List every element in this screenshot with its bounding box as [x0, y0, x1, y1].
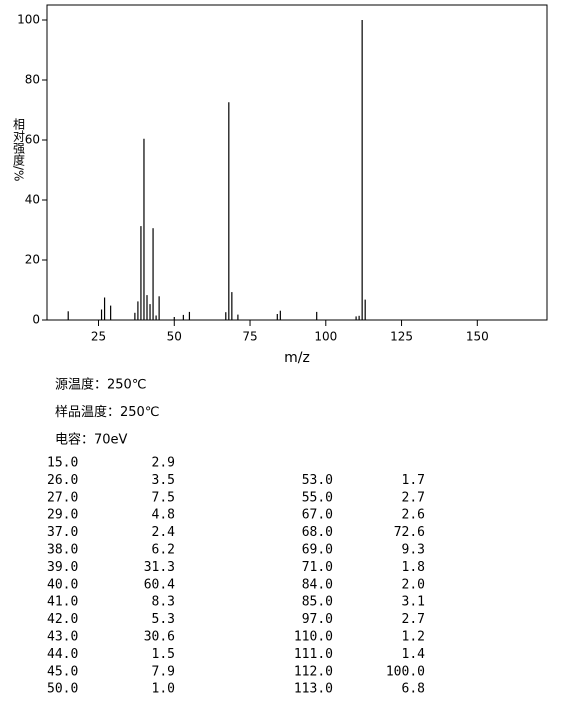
mass: 55.0 [302, 490, 333, 505]
mass: 45.0 [47, 664, 78, 679]
x-tick-label: 150 [466, 330, 489, 344]
intensity: 1.4 [402, 647, 426, 662]
mass: 111.0 [294, 647, 333, 662]
mass: 27.0 [47, 490, 78, 505]
mass: 15.0 [47, 456, 78, 471]
intensity: 2.7 [402, 612, 425, 627]
intensity: 6.2 [152, 543, 175, 558]
intensity: 7.5 [152, 490, 175, 505]
y-tick-label: 20 [25, 253, 40, 267]
mass: 97.0 [302, 612, 333, 627]
intensity: 8.3 [152, 595, 175, 610]
mass: 68.0 [302, 525, 333, 540]
intensity: 6.8 [402, 682, 425, 697]
y-tick-label: 80 [25, 73, 40, 87]
intensity: 9.3 [402, 543, 425, 558]
condition: 电容：70eV [55, 432, 128, 448]
mass: 42.0 [47, 612, 78, 627]
intensity: 4.8 [152, 508, 175, 523]
intensity: 1.0 [152, 682, 175, 697]
intensity: 3.1 [402, 595, 425, 610]
mass: 69.0 [302, 543, 333, 558]
intensity: 100.0 [386, 664, 425, 679]
x-tick-label: 75 [242, 330, 257, 344]
x-axis-label: m/z [284, 350, 310, 366]
mass: 29.0 [47, 508, 78, 523]
mass: 84.0 [302, 577, 333, 592]
condition: 样品温度：250℃ [55, 404, 159, 420]
mass: 53.0 [302, 473, 333, 488]
y-tick-label: 0 [32, 313, 40, 327]
intensity: 31.3 [144, 560, 175, 575]
intensity: 1.8 [402, 560, 425, 575]
mass: 38.0 [47, 543, 78, 558]
intensity: 3.5 [152, 473, 175, 488]
intensity: 60.4 [144, 577, 175, 592]
mass: 113.0 [294, 682, 333, 697]
mass: 85.0 [302, 595, 333, 610]
intensity: 1.2 [402, 630, 425, 645]
mass: 67.0 [302, 508, 333, 523]
mass: 44.0 [47, 647, 78, 662]
intensity: 2.4 [152, 525, 176, 540]
mass: 43.0 [47, 630, 78, 645]
y-tick-label: 40 [25, 193, 40, 207]
x-tick-label: 25 [91, 330, 106, 344]
mass: 41.0 [47, 595, 78, 610]
intensity: 2.9 [152, 456, 175, 471]
intensity: 2.6 [402, 508, 425, 523]
mass: 40.0 [47, 577, 78, 592]
intensity: 2.7 [402, 490, 425, 505]
mass: 50.0 [47, 682, 78, 697]
plot-frame [46, 4, 548, 321]
x-tick-label: 50 [167, 330, 182, 344]
intensity: 72.6 [394, 525, 425, 540]
mass: 26.0 [47, 473, 78, 488]
intensity: 7.9 [152, 664, 175, 679]
mass: 110.0 [294, 630, 333, 645]
y-tick-label: 100 [17, 13, 40, 27]
intensity: 1.7 [402, 473, 425, 488]
mass: 39.0 [47, 560, 78, 575]
mass: 112.0 [294, 664, 333, 679]
y-axis-label: 相对强度/% [12, 118, 26, 182]
intensity: 1.5 [152, 647, 175, 662]
intensity: 2.0 [402, 577, 425, 592]
mass: 71.0 [302, 560, 333, 575]
y-tick-label: 60 [25, 133, 40, 147]
intensity: 5.3 [152, 612, 175, 627]
x-tick-label: 100 [314, 330, 337, 344]
mass: 37.0 [47, 525, 78, 540]
x-tick-label: 125 [390, 330, 413, 344]
intensity: 30.6 [144, 630, 175, 645]
condition: 源温度：250℃ [55, 377, 146, 393]
